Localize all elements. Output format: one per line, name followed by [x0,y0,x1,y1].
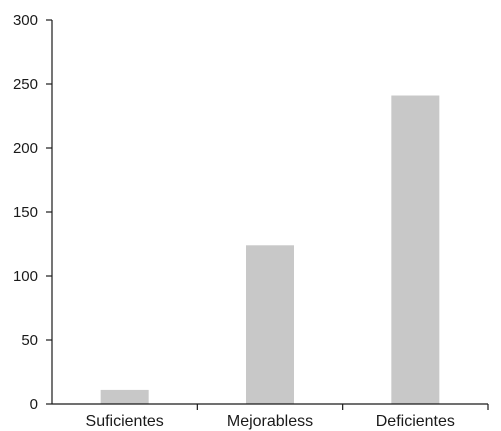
y-tick-label: 200 [13,140,38,157]
y-tick-label: 0 [30,396,38,413]
y-tick-label: 150 [13,204,38,221]
bar-suficientes [100,389,149,404]
x-category-label: Mejorabless [227,413,313,430]
x-category-label: Deficientes [376,413,455,430]
bar-mejorabless [246,245,294,404]
bar-deficientes [391,95,440,405]
y-tick-label: 50 [21,332,38,349]
y-tick-label: 250 [13,76,38,93]
x-axis: Suficientes Mejorabless Deficientes [52,403,489,430]
y-axis: 0 50 100 150 200 250 300 [13,12,53,413]
x-category-label: Suficientes [86,413,164,430]
y-tick-label: 300 [13,12,38,29]
y-tick-label: 100 [13,268,38,285]
bars [100,95,440,405]
